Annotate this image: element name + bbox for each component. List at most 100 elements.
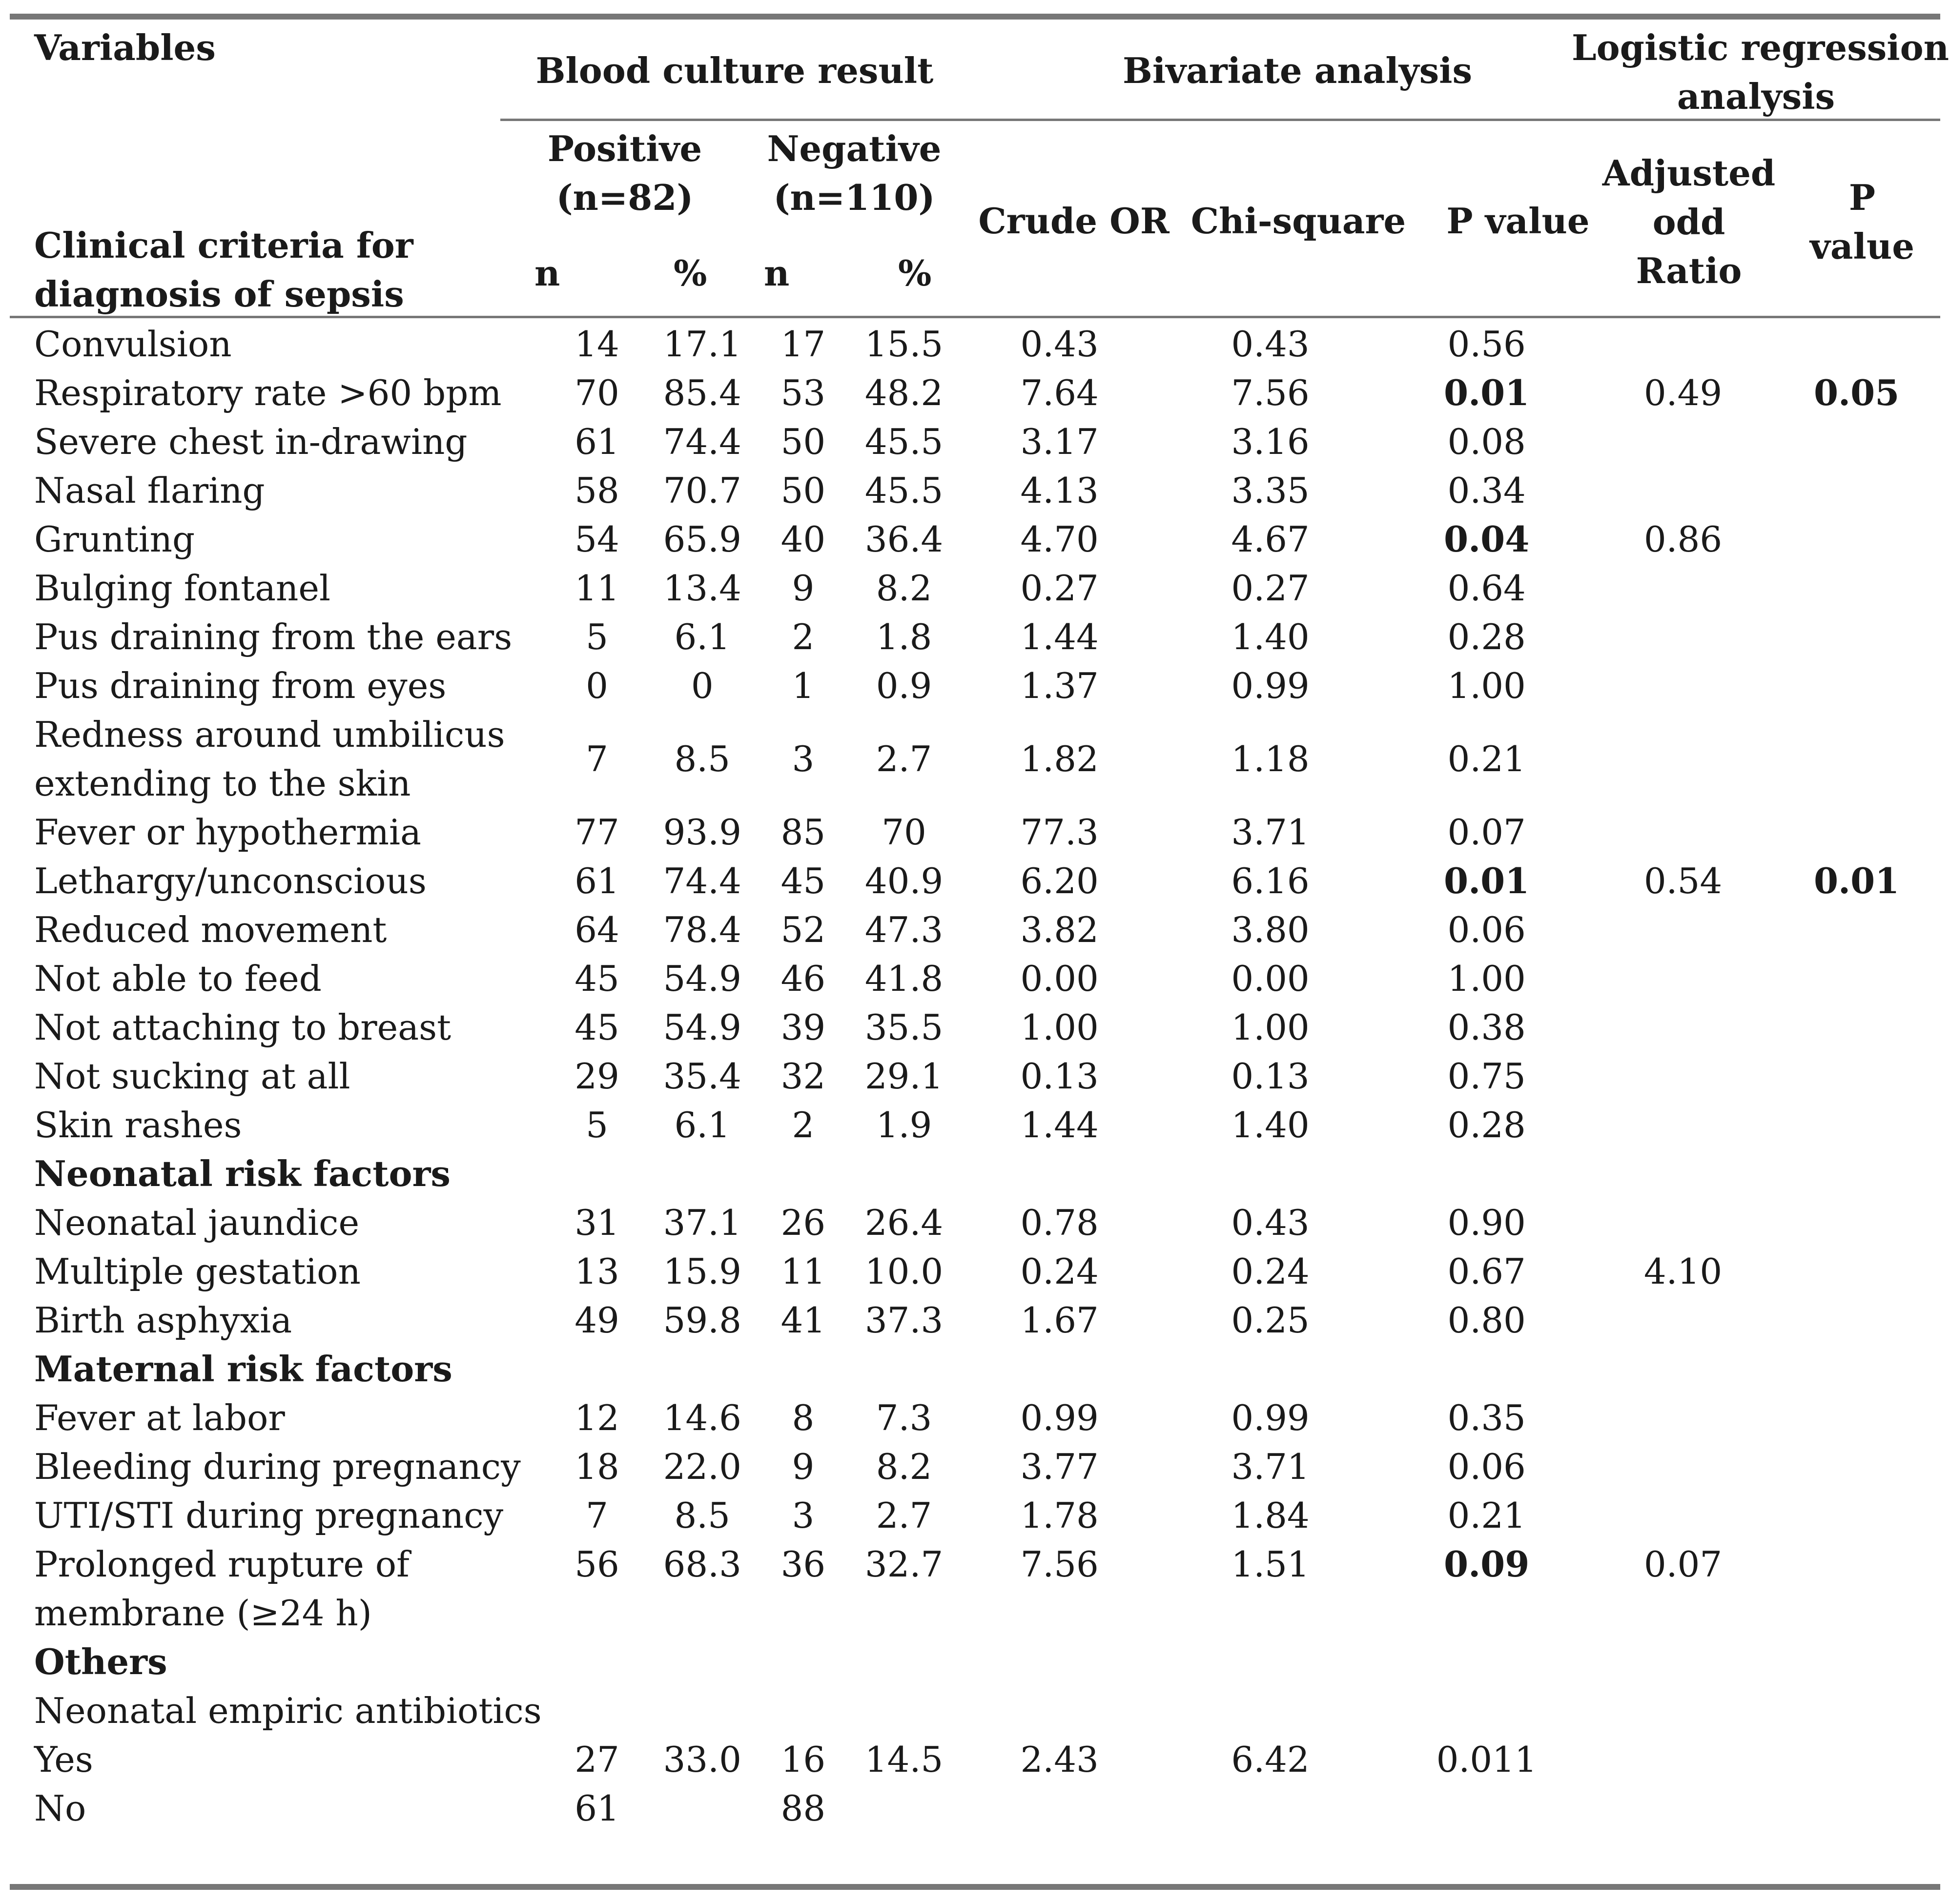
header-bivariate: Bivariate analysis bbox=[1123, 50, 1473, 91]
cell-aor bbox=[1593, 1735, 1773, 1784]
cell-or: 4.13 bbox=[1020, 470, 1099, 511]
cell-np: 15.5 bbox=[864, 324, 944, 365]
cell-chi: 0.00 bbox=[1231, 958, 1310, 999]
cell-lp bbox=[1773, 1296, 1940, 1345]
cell-pn: 61 bbox=[575, 1788, 619, 1829]
cell-pp: 6.1 bbox=[674, 1105, 730, 1146]
cell-or: 1.00 bbox=[1020, 1007, 1099, 1048]
cell-aor bbox=[1593, 1784, 1773, 1833]
cell-pp bbox=[648, 1686, 757, 1735]
cell-chi: 1.40 bbox=[1231, 616, 1310, 657]
cell-chi: 3.71 bbox=[1231, 812, 1310, 853]
cell-nn: 40 bbox=[780, 519, 826, 560]
row-label: Severe chest in-drawing bbox=[34, 421, 468, 462]
cell-lp bbox=[1773, 1247, 1940, 1296]
cell-or: 0.00 bbox=[1020, 958, 1099, 999]
header-p-value: P value bbox=[1446, 200, 1590, 242]
cell-p bbox=[1380, 1784, 1593, 1833]
cell-p: 0.06 bbox=[1447, 909, 1526, 950]
row-label: Convulsion bbox=[34, 324, 232, 365]
cell-nn: 3 bbox=[792, 1495, 815, 1536]
header-positive-line1: Positive bbox=[547, 128, 702, 169]
cell-aor bbox=[1593, 1638, 1773, 1686]
row-label: Bleeding during pregnancy bbox=[34, 1446, 521, 1487]
section-header: Neonatal risk factors bbox=[34, 1153, 451, 1194]
cell-np: 36.4 bbox=[864, 519, 944, 560]
cell-lp bbox=[1773, 1393, 1940, 1442]
cell-nn: 39 bbox=[780, 1007, 826, 1048]
cell-np: 48.2 bbox=[864, 372, 944, 413]
cell-pp: 14.6 bbox=[663, 1397, 741, 1438]
cell-pp bbox=[648, 1784, 757, 1833]
cell-np: 10.0 bbox=[864, 1251, 944, 1292]
cell-lp bbox=[1773, 1735, 1940, 1784]
cell-or: 6.20 bbox=[1020, 860, 1099, 901]
cell-nn: 45 bbox=[780, 860, 826, 901]
cell-or: 1.44 bbox=[1020, 616, 1099, 657]
cell-np: 70 bbox=[882, 812, 926, 853]
cell-aor bbox=[1593, 417, 1773, 466]
cell-chi: 0.27 bbox=[1231, 568, 1310, 609]
cell-pp bbox=[648, 1345, 757, 1393]
cell-p bbox=[1380, 1345, 1593, 1393]
cell-chi: 1.40 bbox=[1231, 1105, 1310, 1146]
row-label: UTI/STI during pregnancy bbox=[34, 1495, 504, 1536]
cell-np: 29.1 bbox=[864, 1056, 944, 1097]
cell-lp bbox=[1773, 1101, 1940, 1149]
row-label: Redness around umbilicus extending to th… bbox=[34, 714, 505, 804]
row-label: Not able to feed bbox=[34, 958, 322, 999]
cell-or: 0.27 bbox=[1020, 568, 1099, 609]
row-label: Not sucking at all bbox=[34, 1056, 350, 1097]
cell-pp: 0 bbox=[691, 665, 714, 706]
cell-nn: 53 bbox=[780, 372, 826, 413]
cell-chi: 3.35 bbox=[1231, 470, 1310, 511]
cell-nn: 50 bbox=[780, 421, 826, 462]
table-row: Respiratory rate >60 bpm 70 85.4 53 48.2 7.64… bbox=[10, 369, 1940, 417]
cell-or: 0.43 bbox=[1020, 324, 1099, 365]
cell-nn: 1 bbox=[792, 665, 815, 706]
cell-nn: 11 bbox=[780, 1251, 826, 1292]
table-row: Lethargy/unconscious 61 74.4 45 40.9 6.20 6.16… bbox=[10, 857, 1940, 905]
cell-nn: 9 bbox=[792, 1446, 815, 1487]
cell-or: 1.78 bbox=[1020, 1495, 1099, 1536]
cell-aor: 0.54 bbox=[1643, 860, 1723, 901]
cell-lp: 0.05 bbox=[1813, 372, 1900, 413]
cell-chi: 3.80 bbox=[1231, 909, 1310, 950]
cell-pn: 5 bbox=[586, 1105, 608, 1146]
cell-aor bbox=[1593, 710, 1773, 808]
cell-np bbox=[849, 1638, 958, 1686]
cell-pn bbox=[546, 1638, 648, 1686]
table-row: Neonatal risk factors bbox=[10, 1149, 1940, 1198]
header-logistic-line2: analysis bbox=[1677, 76, 1835, 117]
cell-aor bbox=[1593, 808, 1773, 857]
cell-np: 45.5 bbox=[864, 421, 944, 462]
cell-p: 0.34 bbox=[1447, 470, 1526, 511]
cell-lp bbox=[1773, 710, 1940, 808]
cell-nn: 88 bbox=[780, 1788, 826, 1829]
cell-chi bbox=[1161, 1149, 1380, 1198]
cell-np bbox=[849, 1686, 958, 1735]
cell-p: 0.28 bbox=[1447, 1105, 1526, 1146]
cell-p bbox=[1380, 1638, 1593, 1686]
cell-pp: 54.9 bbox=[663, 958, 741, 999]
row-label: Pus draining from eyes bbox=[34, 665, 447, 706]
table-row: Multiple gestation 13 15.9 11 10.0 0.24 0.24 0.… bbox=[10, 1247, 1940, 1296]
cell-nn bbox=[757, 1345, 849, 1393]
cell-pn: 64 bbox=[575, 909, 619, 950]
cell-pn: 12 bbox=[575, 1397, 619, 1438]
cell-or: 7.56 bbox=[1020, 1544, 1099, 1585]
table-row: Reduced movement 64 78.4 52 47.3 3.82 3.80 0.06 bbox=[10, 905, 1940, 954]
table-row: Convulsion 14 17.1 17 15.5 0.43 0.43 0.56 bbox=[10, 320, 1940, 369]
cell-lp bbox=[1773, 1638, 1940, 1686]
cell-chi: 0.13 bbox=[1231, 1056, 1310, 1097]
cell-p: 0.35 bbox=[1447, 1397, 1526, 1438]
cell-pp: 74.4 bbox=[663, 860, 741, 901]
cell-chi: 6.42 bbox=[1231, 1739, 1310, 1780]
cell-aor bbox=[1593, 1052, 1773, 1101]
cell-aor bbox=[1593, 1101, 1773, 1149]
table-row: Birth asphyxia 49 59.8 41 37.3 1.67 0.25 0.80 bbox=[10, 1296, 1940, 1345]
cell-p: 0.21 bbox=[1447, 738, 1526, 779]
table-row: Pus draining from the ears 5 6.1 2 1.8 1.44 1.… bbox=[10, 613, 1940, 661]
cell-or: 1.82 bbox=[1020, 738, 1099, 779]
cell-np: 40.9 bbox=[864, 860, 944, 901]
